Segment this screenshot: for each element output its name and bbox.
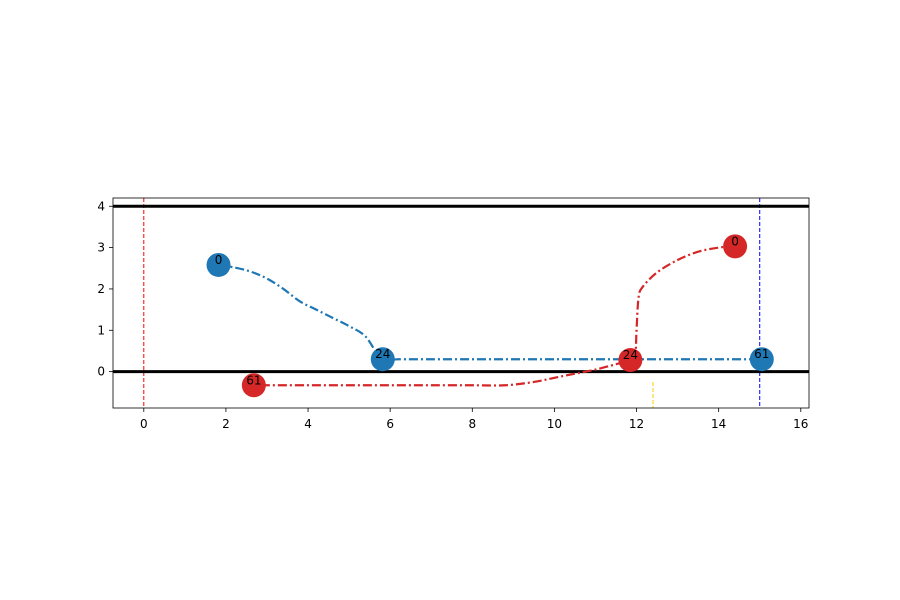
marker-label-s0-0: 0 (215, 253, 223, 267)
plot-area: 0 24 61 0 24 61 (113, 198, 809, 408)
x-tick-label: 14 (711, 417, 726, 431)
y-tick-label: 1 (97, 323, 105, 337)
x-tick-label: 16 (793, 417, 808, 431)
marker-label-s1-1: 24 (623, 348, 638, 362)
marker-s0-2 (749, 347, 774, 372)
y-axis: 0 1 2 3 4 (97, 199, 113, 379)
marker-s0-1 (370, 347, 395, 372)
series-line-1 (253, 245, 736, 387)
x-tick-label: 6 (386, 417, 394, 431)
x-tick-label: 4 (304, 417, 312, 431)
marker-label-s0-1: 24 (375, 347, 390, 361)
x-axis: 0 2 4 6 8 10 12 14 16 (140, 408, 808, 431)
marker-label-s1-0: 0 (731, 234, 739, 248)
x-tick-label: 10 (547, 417, 562, 431)
y-tick-label: 0 (97, 365, 105, 379)
axes-frame (112, 197, 810, 409)
marker-label-s1-2: 61 (246, 373, 261, 387)
marker-label-s0-2: 61 (754, 347, 769, 361)
x-tick-label: 12 (629, 417, 644, 431)
y-tick-label: 4 (97, 199, 105, 213)
marker-s1-0 (723, 234, 748, 259)
y-tick-label: 2 (97, 282, 105, 296)
y-tick-label: 3 (97, 241, 105, 255)
series-line-0 (218, 263, 760, 362)
x-tick-label: 0 (140, 417, 148, 431)
marker-s0-0 (206, 252, 231, 277)
marker-s1-2 (241, 373, 266, 398)
marker-s1-1 (618, 348, 643, 373)
x-tick-label: 2 (222, 417, 230, 431)
x-tick-label: 8 (468, 417, 476, 431)
